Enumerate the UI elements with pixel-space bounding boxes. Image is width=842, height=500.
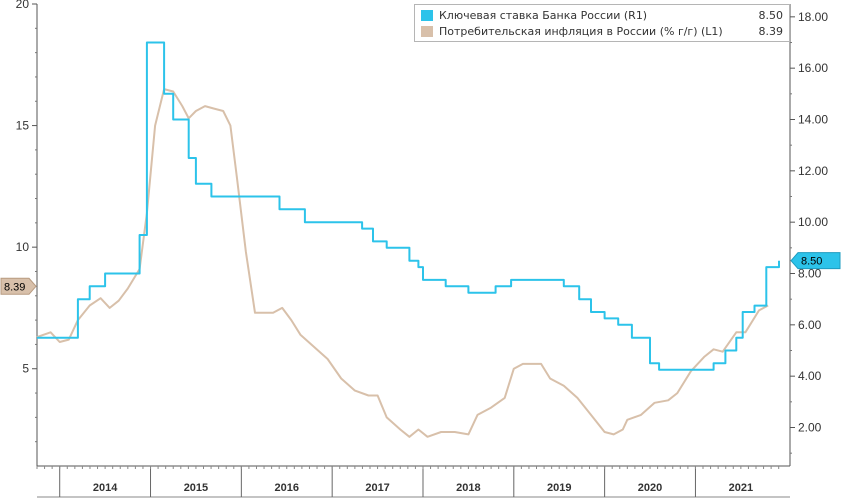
y-right-tick-label: 16.00 — [798, 61, 828, 75]
key-rate-last-value-label: 8.50 — [801, 256, 822, 268]
y-right-tick-label: 8.00 — [798, 267, 822, 281]
y-right-tick-label: 12.00 — [798, 164, 828, 178]
legend-item-key-rate: Ключевая ставка Банка России (R1) 8.50 — [421, 8, 783, 23]
y-right-tick-label: 4.00 — [798, 369, 822, 383]
key-rate-last-value-marker — [790, 252, 841, 270]
y-right-tick-label: 18.00 — [798, 10, 828, 24]
y-left-tick-label: 20 — [16, 0, 30, 11]
y-left-tick-label: 15 — [16, 119, 30, 133]
legend-label-inflation: Потребительская инфляция в России (% г/г… — [439, 25, 723, 38]
axes: 5 10 15 20 2.00 4.00 6.00 8.00 10.00 12.00 14.00 16… — [16, 0, 828, 498]
x-tick-label: 2014 — [93, 482, 118, 494]
x-tick-label: 2021 — [729, 482, 753, 494]
x-tick-label: 2016 — [275, 482, 299, 494]
legend-value-key-rate: 8.50 — [758, 9, 784, 22]
legend-label-key-rate: Ключевая ставка Банка России (R1) — [439, 9, 648, 22]
legend-item-inflation: Потребительская инфляция в России (% г/г… — [421, 24, 783, 39]
inflation-last-value-marker — [0, 277, 37, 295]
y-right-tick-label: 6.00 — [798, 318, 822, 332]
last-value-markers: 8.50 8.39 — [0, 252, 841, 295]
series-line-inflation — [36, 88, 769, 438]
y-right-tick-label: 2.00 — [798, 421, 822, 435]
legend: Ключевая ставка Банка России (R1) 8.50 П… — [414, 4, 790, 42]
y-left-tick-label: 10 — [16, 240, 30, 254]
legend-swatch-key-rate — [421, 10, 433, 21]
x-tick-label: 2020 — [638, 482, 662, 494]
y-right-tick-label: 14.00 — [798, 113, 828, 127]
legend-swatch-inflation — [421, 26, 433, 37]
y-right-tick-label: 10.00 — [798, 215, 828, 229]
x-tick-label: 2018 — [456, 482, 480, 494]
y-left-tick-label: 5 — [22, 362, 29, 376]
legend-value-inflation: 8.39 — [758, 25, 784, 38]
x-tick-label: 2017 — [365, 482, 389, 494]
x-tick-label: 2019 — [547, 482, 571, 494]
x-tick-label: 2015 — [184, 482, 208, 494]
inflation-last-value-label: 8.39 — [4, 281, 25, 293]
series-layer — [36, 41, 780, 438]
series-line-key-rate — [37, 41, 780, 371]
